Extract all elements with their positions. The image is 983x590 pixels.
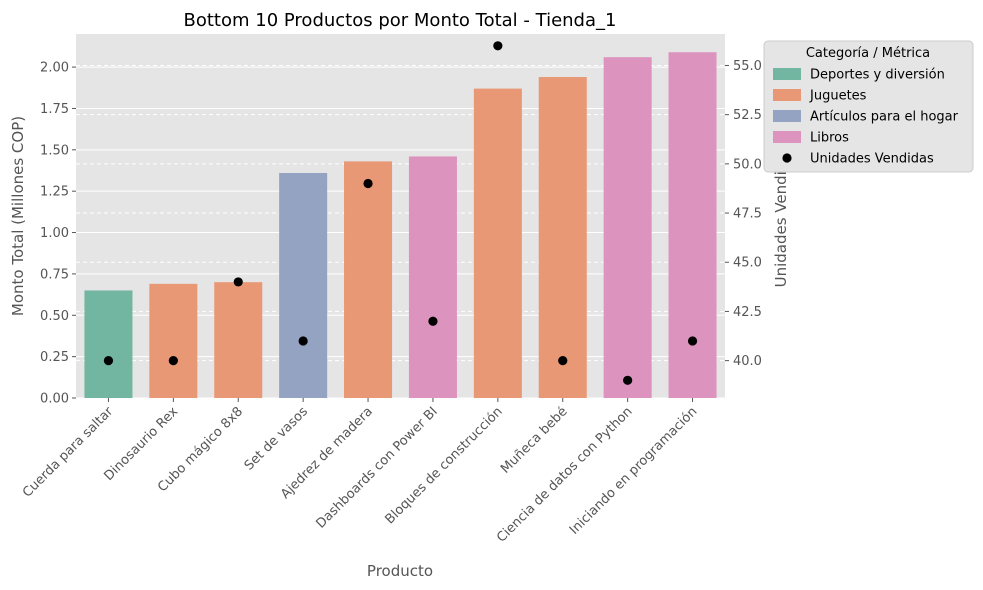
y-axis-left: 0.00 0.25 0.50 0.75 1.00 1.25 1.50 1.75 2.00 <box>40 61 76 407</box>
bar <box>603 57 652 398</box>
y2-tick-label: 42.5 <box>733 305 762 320</box>
y2-tick-label: 45.0 <box>733 256 762 271</box>
bar <box>473 88 522 398</box>
bar <box>538 77 587 398</box>
unit-point <box>558 356 568 366</box>
bar <box>408 156 457 398</box>
legend-swatch <box>773 110 801 122</box>
x-axis-label: Producto <box>367 562 433 580</box>
unit-point <box>493 41 503 51</box>
y2-tick-label: 52.5 <box>733 108 762 123</box>
legend: Categoría / Métrica Deportes y diversión… <box>763 40 974 173</box>
y-tick-label: 1.00 <box>40 226 69 241</box>
y-tick-label: 2.00 <box>40 61 69 76</box>
y2-tick-label: 50.0 <box>733 157 762 172</box>
y-tick-label: 0.75 <box>40 267 69 282</box>
bar <box>149 283 198 398</box>
legend-entry-label: Artículos para el hogar <box>810 110 959 125</box>
unit-points <box>103 41 698 385</box>
y-axis-label: Monto Total (Millones COP) <box>9 116 27 316</box>
unit-point <box>623 375 633 385</box>
unit-point <box>298 336 308 346</box>
y-tick-label: 0.50 <box>40 309 69 324</box>
legend-title: Categoría / Métrica <box>806 46 930 61</box>
y-axis-right: 40.0 42.5 45.0 47.5 50.0 52.5 55.0 <box>725 59 762 369</box>
legend-entry-label: Libros <box>810 131 849 146</box>
unit-point <box>687 336 698 346</box>
y2-tick-label: 40.0 <box>733 354 762 369</box>
bar <box>344 161 393 398</box>
y-tick-label: 1.25 <box>40 185 69 200</box>
unit-point <box>363 178 373 189</box>
y-tick-label: 1.50 <box>40 143 69 158</box>
legend-entry-label: Unidades Vendidas <box>810 152 934 167</box>
y-tick-label: 0.00 <box>40 392 69 407</box>
legend-marker <box>782 153 792 163</box>
unit-point <box>428 316 438 326</box>
y-tick-label: 0.25 <box>40 350 69 365</box>
bar <box>84 290 133 398</box>
y2-tick-label: 55.0 <box>733 59 762 74</box>
y-tick-label: 1.75 <box>40 102 69 117</box>
unit-point <box>233 277 243 287</box>
unit-point <box>103 356 114 366</box>
bars <box>84 52 717 398</box>
legend-swatch <box>773 89 801 101</box>
legend-entry-label: Juguetes <box>809 89 867 104</box>
legend-swatch <box>773 131 801 143</box>
bar <box>214 282 263 398</box>
legend-swatch <box>773 68 801 80</box>
legend-box <box>763 40 974 173</box>
y2-tick-label: 47.5 <box>733 207 762 222</box>
unit-point <box>168 356 178 366</box>
bar <box>668 52 717 398</box>
bar <box>279 172 328 398</box>
y2-axis-label: Unidades Vendidas <box>772 144 790 287</box>
legend-entries: Deportes y diversión Juguetes Artículos pa… <box>773 68 959 167</box>
chart-title: Bottom 10 Productos por Monto Total - Ti… <box>184 10 617 31</box>
legend-entry-label: Deportes y diversión <box>810 68 945 83</box>
